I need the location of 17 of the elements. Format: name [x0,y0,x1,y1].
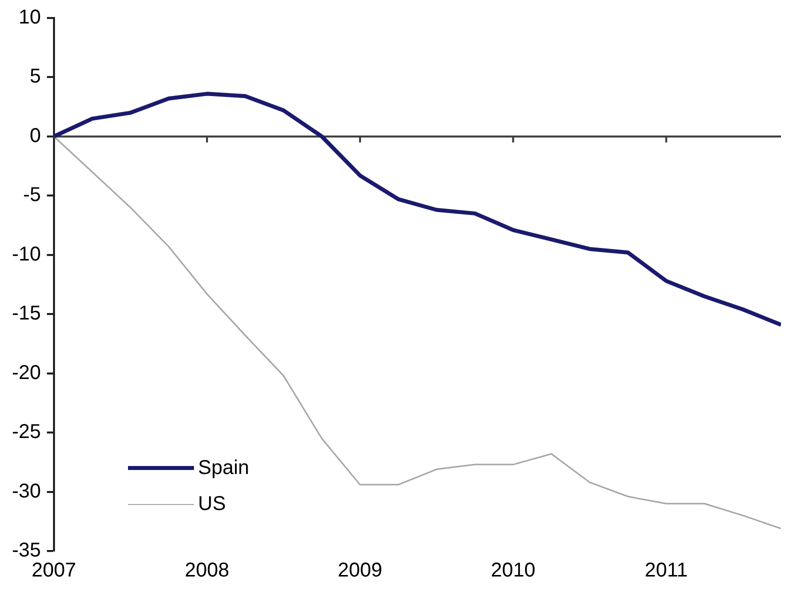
y-tick-label: 0 [30,124,41,147]
y-tick-label: -20 [12,362,41,384]
x-tick-label: 2008 [184,560,230,582]
x-tick-label: 2007 [32,560,76,582]
legend-label: US [198,492,226,517]
y-tick-label: -35 [12,540,41,562]
legend-label: Spain [198,456,250,481]
x-tick-label: 2010 [490,560,536,582]
y-tick-label: -5 [23,184,41,206]
x-tick-label: 2011 [644,560,688,582]
y-tick-label: 5 [30,66,41,88]
y-tick-label: -30 [12,480,41,502]
y-tick-label: -15 [12,302,41,325]
y-tick-label: -25 [12,421,41,444]
x-tick-label: 2009 [338,560,382,582]
y-tick-label: 10 [18,6,41,29]
y-tick-label: -10 [12,243,41,266]
